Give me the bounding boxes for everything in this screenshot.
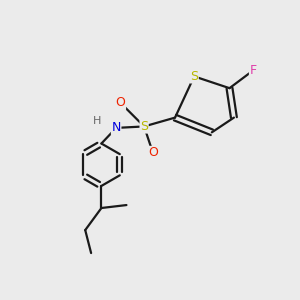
Text: O: O — [116, 96, 125, 110]
Text: H: H — [93, 116, 101, 126]
Text: S: S — [140, 120, 148, 133]
Text: N: N — [112, 122, 121, 134]
Text: F: F — [250, 64, 256, 77]
Text: S: S — [190, 70, 198, 83]
Text: O: O — [148, 146, 158, 159]
